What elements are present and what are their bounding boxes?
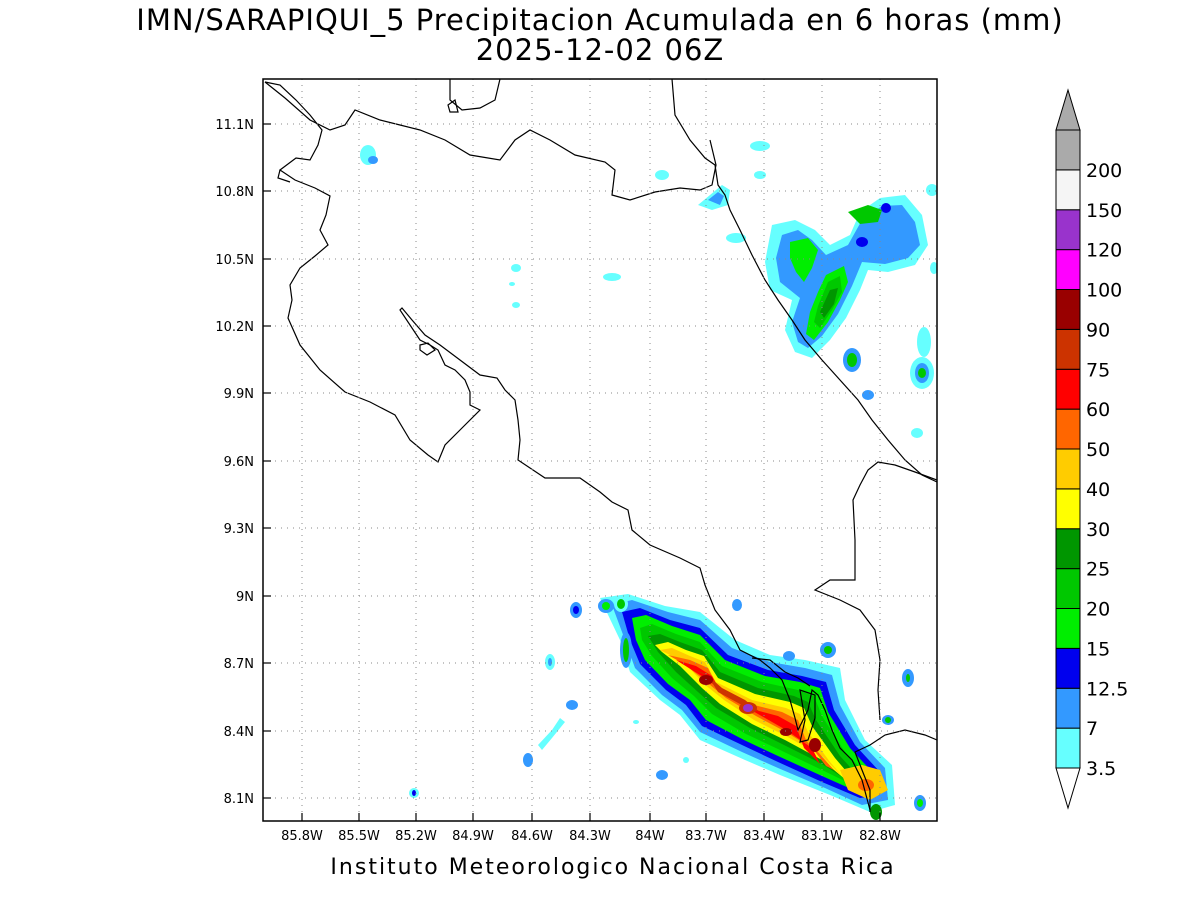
axis-ticks <box>263 123 881 821</box>
colorbar-label: 12.5 <box>1086 678 1128 700</box>
lat-tick-label: 9.9N <box>224 387 254 402</box>
colorbar-label: 150 <box>1086 200 1122 222</box>
caribbean-coastline <box>671 79 937 483</box>
lon-tick-label: 85.5W <box>338 829 380 844</box>
colorbar-swatches <box>1055 129 1081 769</box>
precip-cells-northwest <box>360 145 639 724</box>
lat-tick-label: 10.2N <box>215 320 254 335</box>
lon-tick-label: 83.1W <box>801 829 843 844</box>
lon-tick-label: 82.8W <box>859 829 901 844</box>
coastlines <box>264 79 937 812</box>
colorbar-swatch <box>1055 129 1081 171</box>
lon-tick-label: 85.2W <box>395 829 437 844</box>
panama-border <box>854 729 937 812</box>
colorbar-label: 40 <box>1086 479 1110 501</box>
colorbar-swatch <box>1055 289 1081 330</box>
colorbar-label: 30 <box>1086 519 1110 541</box>
colorbar-swatch <box>1055 209 1081 251</box>
colorbar-swatch <box>1055 448 1081 490</box>
map-subtitle-datetime: 2025-12-02 06Z <box>475 33 725 67</box>
colorbar-label: 200 <box>1086 160 1122 182</box>
lon-tick-label: 83.7W <box>685 829 727 844</box>
lon-tick-label: 84.6W <box>511 829 553 844</box>
colorbar-label: 15 <box>1086 638 1110 660</box>
colorbar-swatch <box>1055 528 1081 570</box>
lon-tick-labels: 85.8W 85.5W 85.2W 84.9W 84.6W 84.3W 84W … <box>281 829 901 844</box>
colorbar-labels: 3.5 7 12.5 15 20 25 30 40 50 60 75 90 100 120 150 200 <box>1086 160 1128 780</box>
lat-tick-label: 9N <box>236 590 254 605</box>
map-grid <box>263 79 937 821</box>
colorbar-swatch <box>1055 608 1081 649</box>
lon-tick-label: 84.9W <box>452 829 494 844</box>
colorbar-swatch <box>1055 488 1081 530</box>
precip-band-northeast <box>655 141 937 438</box>
lat-tick-label: 11.1N <box>215 118 254 133</box>
lat-tick-label: 9.3N <box>224 522 254 537</box>
precip-band-south <box>409 594 926 820</box>
colorbar-swatch <box>1055 568 1081 609</box>
colorbar-bottom-arrow <box>1055 767 1081 810</box>
colorbar-swatch <box>1055 408 1081 450</box>
colorbar-label: 20 <box>1086 599 1110 621</box>
lon-tick-label: 84W <box>635 829 665 844</box>
nicaragua-border <box>264 81 717 201</box>
lat-tick-label: 10.5N <box>215 253 254 268</box>
colorbar-top-arrow <box>1055 88 1081 131</box>
pacific-coastline <box>264 81 871 811</box>
map-frame <box>262 78 938 822</box>
colorbar-swatch <box>1055 169 1081 211</box>
colorbar-swatch <box>1055 727 1081 769</box>
colorbar-label: 100 <box>1086 280 1122 302</box>
colorbar-swatch <box>1055 249 1081 290</box>
lat-tick-label: 8.7N <box>224 657 254 672</box>
lon-tick-label: 83.4W <box>743 829 785 844</box>
colorbar-swatch <box>1055 368 1081 410</box>
colorbar-label: 120 <box>1086 240 1122 262</box>
colorbar-swatch <box>1055 328 1081 370</box>
lat-tick-label: 8.1N <box>224 792 254 807</box>
colorbar-label: 60 <box>1086 399 1110 421</box>
lat-tick-labels: 11.1N 10.8N 10.5N 10.2N 9.9N 9.6N 9.3N 9… <box>215 118 254 807</box>
colorbar-label: 90 <box>1086 319 1110 341</box>
colorbar-label: 75 <box>1086 359 1110 381</box>
lat-tick-label: 10.8N <box>215 185 254 200</box>
lon-tick-label: 84.3W <box>569 829 611 844</box>
precipitation-field <box>360 141 937 820</box>
colorbar: 3.5 7 12.5 15 20 25 30 40 50 60 75 90 100 120 150 200 <box>1055 88 1128 810</box>
colorbar-label: 25 <box>1086 559 1110 581</box>
colorbar-swatch <box>1055 687 1081 729</box>
colorbar-label: 50 <box>1086 439 1110 461</box>
colorbar-label: 3.5 <box>1086 758 1116 780</box>
lat-tick-label: 8.4N <box>224 725 254 740</box>
colorbar-label: 7 <box>1086 718 1098 740</box>
lat-tick-label: 9.6N <box>224 455 254 470</box>
lon-tick-label: 85.8W <box>281 829 323 844</box>
map-title: IMN/SARAPIQUI_5 Precipitacion Acumulada … <box>136 3 1064 37</box>
colorbar-swatch <box>1055 647 1081 689</box>
footer-credit: Instituto Meteorologico Nacional Costa R… <box>330 855 896 880</box>
